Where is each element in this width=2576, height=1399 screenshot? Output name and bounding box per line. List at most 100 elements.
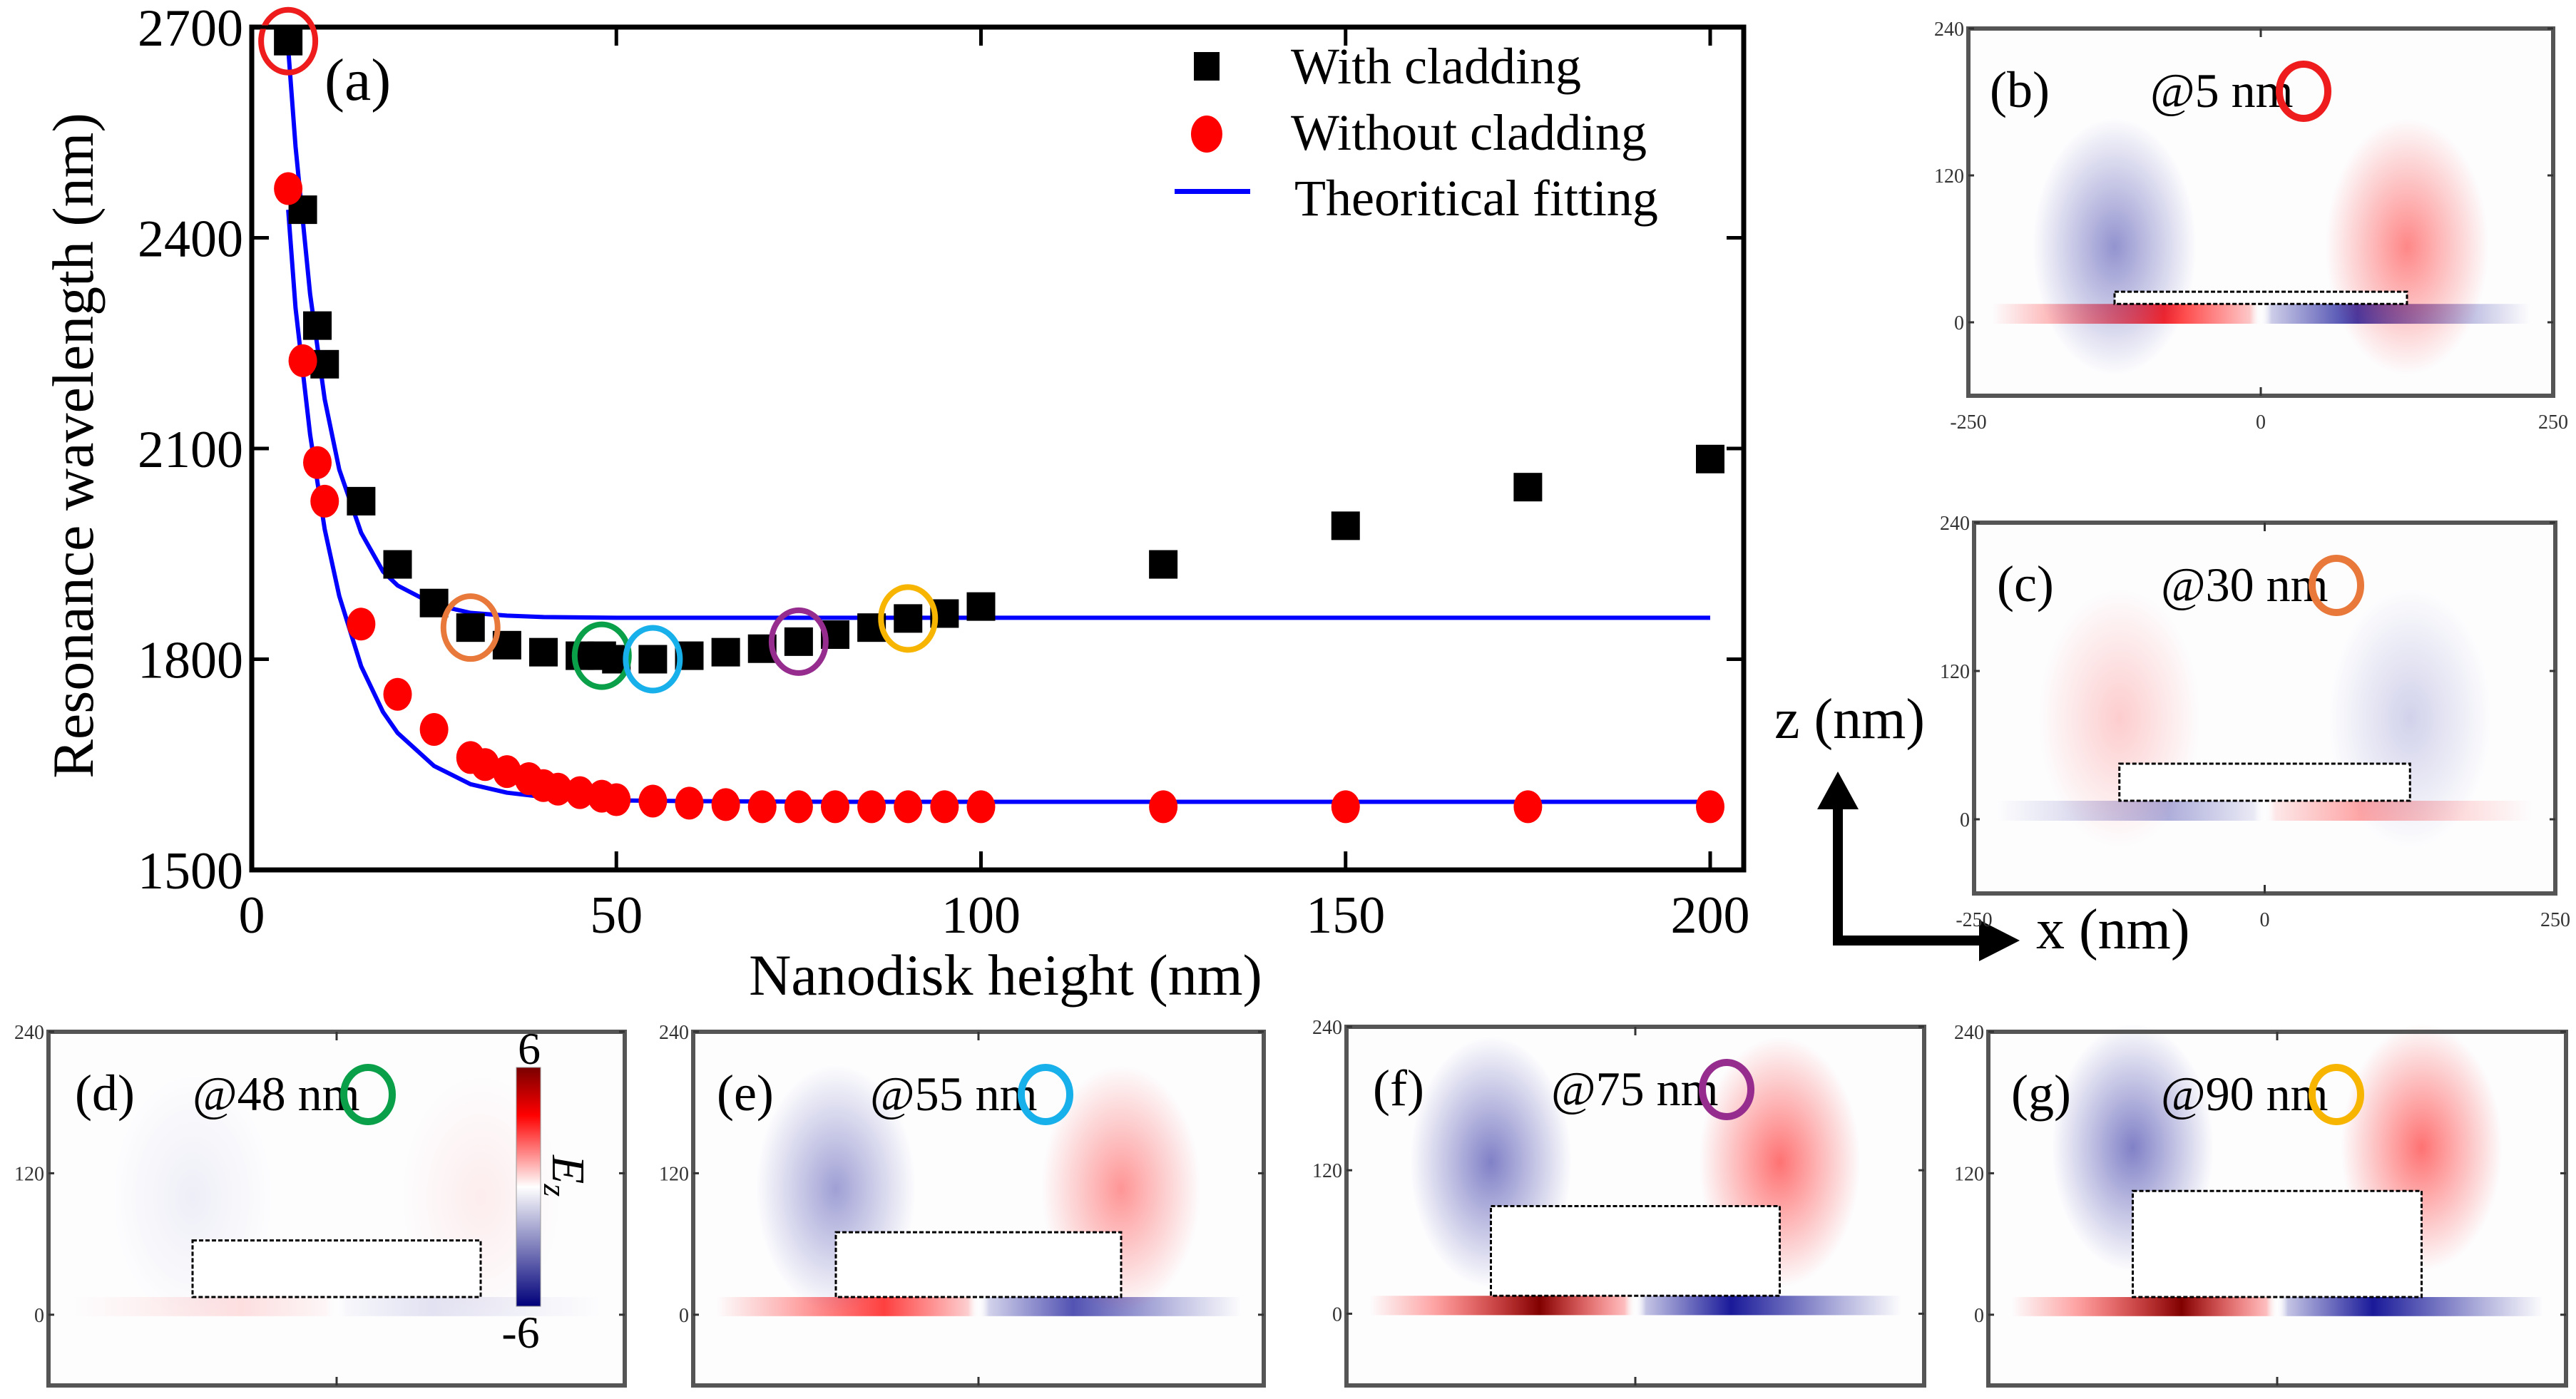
panel-label-e: (e) — [717, 1065, 774, 1122]
panel-annotation-g: @90 nm — [2161, 1067, 2329, 1121]
field-map-panel-c: 0 120 240 -250 0 250 (c) @30 nm — [1940, 513, 2570, 931]
map-y-tick-label: 120 — [14, 1163, 44, 1185]
y-tick-label: 1800 — [138, 632, 243, 690]
nanodisk-outline — [1490, 1205, 1781, 1297]
y-tick-label: 2400 — [138, 210, 243, 269]
axes-indicator: z (nm) x (nm) — [1774, 688, 2190, 961]
map-x-tick-label: 250 — [2540, 909, 2570, 931]
colorbar-gradient — [516, 1067, 541, 1307]
data-point-with-cladding — [784, 627, 813, 656]
highlight-circle-f — [768, 607, 829, 676]
ring-marker-e — [1018, 1064, 1073, 1125]
colorbar-min-label: -6 — [501, 1307, 539, 1358]
data-point-with-cladding — [456, 613, 485, 642]
field-map-panel-b: 0 120 240 -250 0 250 (b) @5 nm — [1934, 19, 2568, 434]
data-point-without-cladding — [602, 783, 631, 816]
z-arrow-shaft — [1833, 806, 1843, 945]
nanodisk-outline — [2118, 762, 2411, 802]
colorbar-max-label: 6 — [518, 1023, 541, 1074]
map-x-tick-label: -250 — [1956, 909, 1992, 931]
data-point-without-cladding — [471, 748, 500, 782]
data-point-with-cladding — [1331, 511, 1360, 540]
data-point-with-cladding — [1696, 444, 1724, 473]
data-point-with-cladding — [274, 26, 303, 56]
top-left-field-lobe — [2033, 118, 2197, 376]
data-point-with-cladding — [303, 311, 332, 340]
data-point-without-cladding — [566, 776, 595, 809]
panel-label-d: (d) — [75, 1065, 135, 1122]
panel-label-b: (b) — [1990, 61, 2050, 118]
y-tick-label: 2700 — [138, 0, 243, 58]
map-y-tick-label: 240 — [659, 1022, 689, 1044]
data-point-without-cladding — [857, 790, 886, 824]
x-tick-label: 150 — [1306, 886, 1385, 945]
nanodisk-outline — [2132, 1189, 2423, 1298]
data-point-with-cladding — [966, 592, 996, 621]
legend-label-with-cladding: With cladding — [1291, 38, 1581, 95]
map-y-tick-label: 240 — [1954, 1022, 1984, 1044]
x-tick-label: 0 — [239, 886, 265, 945]
ring-marker-g — [2309, 1064, 2364, 1125]
top-right-field-lobe — [2329, 588, 2492, 849]
map-y-tick-label: 120 — [659, 1163, 689, 1185]
bottom-field-lobe — [1369, 1296, 1901, 1316]
map-y-tick-label: 120 — [1934, 165, 1964, 188]
data-point-without-cladding — [383, 677, 412, 711]
map-y-tick-label: 0 — [34, 1305, 44, 1327]
data-point-without-cladding — [303, 446, 332, 479]
highlight-circles — [258, 6, 939, 694]
map-x-tick-label: 250 — [2538, 411, 2568, 434]
panel-label-g: (g) — [2011, 1065, 2071, 1122]
panel-label-f: (f) — [1373, 1060, 1424, 1117]
ring-marker-d — [340, 1064, 396, 1125]
bottom-field-lobe — [2011, 1297, 2543, 1316]
ring-marker-c — [2309, 555, 2364, 616]
data-point-without-cladding — [347, 608, 376, 641]
data-point-without-cladding — [675, 786, 704, 820]
x-axis-label: Nanodisk height (nm) — [749, 943, 1262, 1008]
panel-annotation-e: @55 nm — [870, 1067, 1038, 1121]
x-tick-label: 50 — [590, 886, 643, 945]
map-x-tick-label: 0 — [2260, 909, 2270, 931]
nanodisk-outline — [2113, 290, 2408, 305]
y-tick-label: 1500 — [138, 842, 243, 901]
data-point-without-cladding — [1696, 790, 1724, 824]
x-tick-label: 200 — [1671, 886, 1750, 945]
z-axis-indicator-label: z (nm) — [1774, 688, 1925, 751]
highlight-circle-g — [878, 584, 939, 653]
data-point-without-cladding — [310, 484, 339, 518]
data-point-without-cladding — [894, 790, 923, 824]
data-points — [274, 26, 1724, 824]
nanodisk-outline — [834, 1231, 1123, 1298]
data-point-without-cladding — [274, 172, 303, 205]
axis-ticks: 0 50 100 150 200 1500 1800 2100 2400 2700 — [138, 0, 1750, 945]
legend-label-without-cladding: Without cladding — [1291, 104, 1647, 161]
bottom-field-lobe — [716, 1297, 1241, 1316]
plot-area — [249, 24, 1747, 873]
legend-marker-with-cladding — [1194, 52, 1220, 81]
map-x-tick-label: 0 — [2256, 411, 2266, 434]
map-y-tick-label: 240 — [1934, 19, 1964, 41]
map-x-tick-label: -250 — [1950, 411, 1986, 434]
colorbar: 6-6Ez — [501, 1023, 594, 1358]
plot-frame — [249, 24, 1747, 873]
data-point-without-cladding — [492, 755, 521, 789]
highlight-circle-c — [440, 593, 501, 662]
y-tick-label: 2100 — [138, 421, 243, 479]
legend-label-fitting: Theoritical fitting — [1294, 170, 1658, 227]
data-point-with-cladding — [347, 486, 376, 516]
top-left-field-lobe — [2038, 588, 2201, 849]
data-point-without-cladding — [930, 790, 959, 824]
legend-marker-fitting — [1175, 189, 1250, 194]
map-y-tick-label: 0 — [679, 1305, 689, 1327]
ring-marker-f — [1699, 1059, 1754, 1120]
x-arrow-shaft — [1833, 936, 1983, 946]
map-y-tick-label: 0 — [1332, 1303, 1342, 1326]
legend-marker-without-cladding — [1191, 116, 1222, 153]
data-point-without-cladding — [784, 790, 813, 824]
map-y-tick-label: 0 — [1960, 809, 1970, 831]
